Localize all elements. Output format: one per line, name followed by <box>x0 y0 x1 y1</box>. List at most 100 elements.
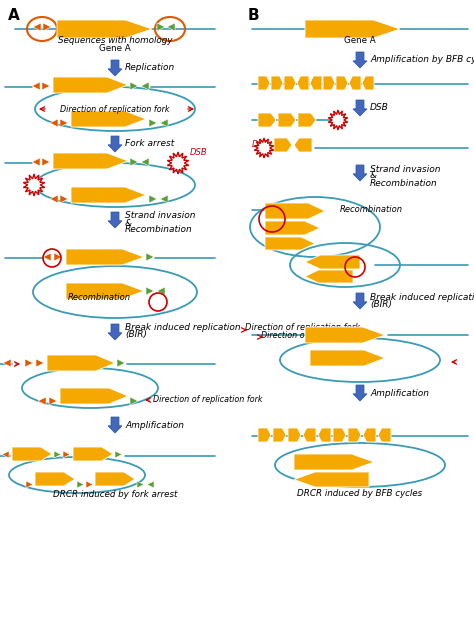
Polygon shape <box>349 76 361 90</box>
Polygon shape <box>95 472 135 486</box>
Polygon shape <box>50 195 58 203</box>
Polygon shape <box>35 472 75 486</box>
Polygon shape <box>167 23 175 31</box>
Polygon shape <box>157 23 165 31</box>
Polygon shape <box>303 428 316 442</box>
Polygon shape <box>323 76 335 90</box>
Polygon shape <box>42 158 50 166</box>
Polygon shape <box>258 76 270 90</box>
Polygon shape <box>157 287 165 295</box>
Text: Direction of replication fork: Direction of replication fork <box>261 331 371 339</box>
Polygon shape <box>146 253 154 261</box>
Polygon shape <box>53 77 128 93</box>
Polygon shape <box>71 111 146 127</box>
Polygon shape <box>60 119 68 127</box>
Polygon shape <box>137 481 144 488</box>
Polygon shape <box>265 237 315 250</box>
Polygon shape <box>288 428 301 442</box>
Text: Strand invasion: Strand invasion <box>125 212 195 220</box>
Text: Direction of replication fork: Direction of replication fork <box>153 396 263 404</box>
Polygon shape <box>167 152 189 174</box>
Polygon shape <box>53 153 128 169</box>
Polygon shape <box>258 113 276 127</box>
Text: Break induced replication: Break induced replication <box>370 293 474 301</box>
Polygon shape <box>149 119 157 127</box>
Polygon shape <box>23 174 45 196</box>
Polygon shape <box>60 195 68 203</box>
Polygon shape <box>43 23 51 31</box>
Polygon shape <box>271 76 283 90</box>
Text: Amplification by BFB cycles: Amplification by BFB cycles <box>370 56 474 64</box>
Polygon shape <box>353 100 367 116</box>
Text: DRCR induced by BFB cycles: DRCR induced by BFB cycles <box>298 489 422 498</box>
Text: Amplification: Amplification <box>125 420 184 430</box>
Polygon shape <box>32 158 40 166</box>
Text: Fork arrest: Fork arrest <box>125 139 174 149</box>
Text: DRCR induced by fork arrest: DRCR induced by fork arrest <box>53 490 177 499</box>
Polygon shape <box>353 52 367 68</box>
Polygon shape <box>3 359 11 367</box>
Polygon shape <box>353 385 367 401</box>
Polygon shape <box>297 76 309 90</box>
Polygon shape <box>298 113 316 127</box>
Polygon shape <box>294 454 374 470</box>
Polygon shape <box>130 82 138 90</box>
Polygon shape <box>274 138 292 152</box>
Polygon shape <box>305 20 400 38</box>
Polygon shape <box>310 76 322 90</box>
Polygon shape <box>160 119 168 127</box>
Polygon shape <box>305 255 360 269</box>
Polygon shape <box>49 397 57 405</box>
Polygon shape <box>108 212 122 228</box>
Text: Recombination: Recombination <box>370 178 438 188</box>
Polygon shape <box>63 451 70 458</box>
Polygon shape <box>25 359 33 367</box>
Polygon shape <box>336 76 348 90</box>
Text: Recombination: Recombination <box>340 206 403 215</box>
Polygon shape <box>147 481 154 488</box>
Text: &: & <box>125 219 135 228</box>
Polygon shape <box>363 428 376 442</box>
Polygon shape <box>71 187 146 203</box>
Text: Direction of replication fork: Direction of replication fork <box>60 105 170 115</box>
Polygon shape <box>54 253 62 261</box>
Polygon shape <box>278 113 296 127</box>
Text: Recombination: Recombination <box>68 293 131 302</box>
Polygon shape <box>33 23 41 31</box>
Polygon shape <box>141 82 149 90</box>
Text: Gene A: Gene A <box>344 36 376 45</box>
Polygon shape <box>130 158 138 166</box>
Text: Recombination: Recombination <box>125 225 193 235</box>
Polygon shape <box>108 60 122 76</box>
Polygon shape <box>160 195 168 203</box>
Polygon shape <box>66 283 144 299</box>
Polygon shape <box>265 221 320 235</box>
Polygon shape <box>108 417 122 433</box>
Text: Sequences with homology: Sequences with homology <box>58 36 172 45</box>
Polygon shape <box>108 324 122 340</box>
Polygon shape <box>42 82 50 90</box>
Text: Replication: Replication <box>125 64 175 72</box>
Polygon shape <box>273 428 286 442</box>
Polygon shape <box>73 447 113 461</box>
Polygon shape <box>318 428 331 442</box>
Text: B: B <box>248 8 260 23</box>
Polygon shape <box>149 195 157 203</box>
Polygon shape <box>43 253 51 261</box>
Text: Break induced replication: Break induced replication <box>125 324 241 332</box>
Polygon shape <box>60 388 128 404</box>
Polygon shape <box>47 355 115 371</box>
Polygon shape <box>378 428 391 442</box>
Polygon shape <box>130 397 138 405</box>
Text: Direction of replication fork: Direction of replication fork <box>245 324 360 332</box>
Polygon shape <box>36 359 44 367</box>
Polygon shape <box>305 327 385 343</box>
Polygon shape <box>254 138 274 158</box>
Polygon shape <box>265 203 325 219</box>
Polygon shape <box>66 249 144 265</box>
Text: Strand invasion: Strand invasion <box>370 165 440 173</box>
Text: (BIR): (BIR) <box>125 331 147 339</box>
Text: A: A <box>8 8 20 23</box>
Polygon shape <box>117 359 125 367</box>
Polygon shape <box>353 293 367 309</box>
